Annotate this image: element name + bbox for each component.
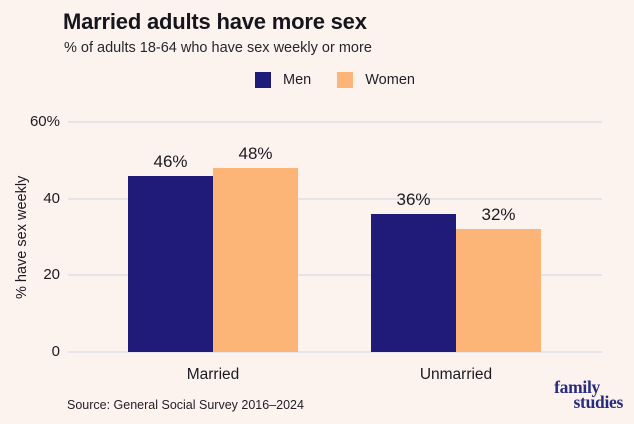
y-tick-label: 20 — [43, 266, 60, 284]
y-tick-label: 60% — [29, 113, 60, 130]
legend-label-men: Men — [283, 72, 312, 88]
legend-entry-women: Women — [337, 72, 415, 88]
category-label-unmarried: Unmarried — [419, 366, 493, 383]
logo-word-family: family — [554, 377, 600, 397]
family-studies-logo: family studies — [554, 377, 624, 412]
bar-men-unmarried — [371, 214, 456, 352]
y-tick-label: 0 — [51, 343, 60, 360]
gridline — [68, 351, 602, 353]
value-label-men-unmarried: 36% — [396, 190, 431, 209]
chart-title: Married adults have more sex — [63, 9, 367, 34]
legend-label-women: Women — [365, 72, 415, 88]
source-note: Source: General Social Survey 2016–2024 — [67, 398, 304, 412]
plot-area: 46% 48% Married 36% 32% Unmarried — [68, 121, 602, 383]
bar-women-unmarried — [456, 229, 541, 352]
y-axis-title: % have sex weekly — [14, 175, 30, 299]
women-swatch-icon — [337, 72, 354, 88]
men-swatch-icon — [255, 72, 272, 88]
category-label-married: Married — [186, 366, 240, 383]
gridline — [68, 274, 602, 277]
legend-entry-men: Men — [255, 72, 311, 88]
y-tick-label: 40 — [43, 189, 60, 207]
bar-men-married — [128, 175, 213, 352]
gridline — [68, 197, 602, 200]
value-label-women-married: 48% — [238, 144, 273, 163]
value-label-men-married: 46% — [153, 151, 188, 171]
bar-women-married — [213, 168, 298, 352]
gridline — [68, 121, 602, 123]
logo-word-studies: studies — [573, 392, 624, 412]
value-label-women-unmarried: 32% — [481, 205, 516, 225]
chart-subtitle: % of adults 18-64 who have sex weekly or… — [64, 40, 372, 56]
legend: Men Women — [68, 72, 602, 88]
